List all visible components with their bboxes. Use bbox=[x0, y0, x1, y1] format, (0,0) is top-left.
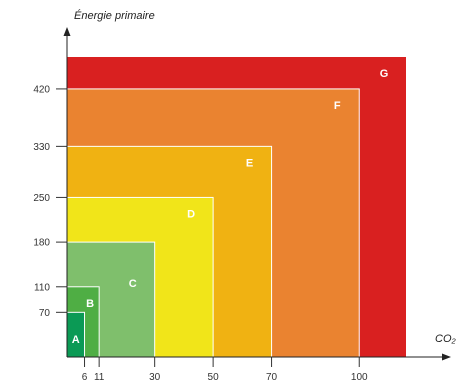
y-tick-labels: 70 110 180 250 330 420 bbox=[33, 84, 50, 318]
x-axis-title: CO₂ bbox=[435, 333, 457, 345]
y-tick-label-70: 70 bbox=[39, 308, 51, 319]
class-labels: G F E D C B A bbox=[72, 68, 388, 346]
y-tick-label-250: 250 bbox=[33, 193, 50, 204]
tick-dash-lines bbox=[56, 88, 360, 367]
x-tick-label-6: 6 bbox=[82, 372, 88, 383]
x-axis-arrow-icon bbox=[442, 353, 451, 361]
x-tick-label-11: 11 bbox=[94, 372, 105, 383]
y-axis-arrow-icon bbox=[63, 27, 71, 36]
y-tick-label-180: 180 bbox=[33, 238, 50, 249]
axes bbox=[63, 27, 451, 361]
class-areas bbox=[66, 57, 406, 358]
y-tick-label-330: 330 bbox=[33, 142, 50, 153]
x-tick-labels: 6 11 30 50 70 100 bbox=[82, 372, 368, 383]
y-tick-label-420: 420 bbox=[33, 84, 50, 95]
class-label-c: C bbox=[129, 278, 137, 290]
x-tick-label-70: 70 bbox=[266, 372, 278, 383]
class-label-g: G bbox=[380, 68, 389, 80]
x-tick-label-30: 30 bbox=[149, 372, 161, 383]
y-axis-title: Énergie primaire bbox=[74, 9, 155, 22]
class-label-a: A bbox=[72, 334, 80, 346]
class-label-e: E bbox=[246, 157, 253, 169]
class-label-d: D bbox=[187, 208, 195, 220]
class-label-b: B bbox=[86, 298, 94, 310]
y-tick-label-110: 110 bbox=[34, 282, 50, 293]
x-tick-label-100: 100 bbox=[351, 372, 368, 383]
x-tick-label-50: 50 bbox=[208, 372, 220, 383]
class-label-f: F bbox=[334, 100, 341, 112]
